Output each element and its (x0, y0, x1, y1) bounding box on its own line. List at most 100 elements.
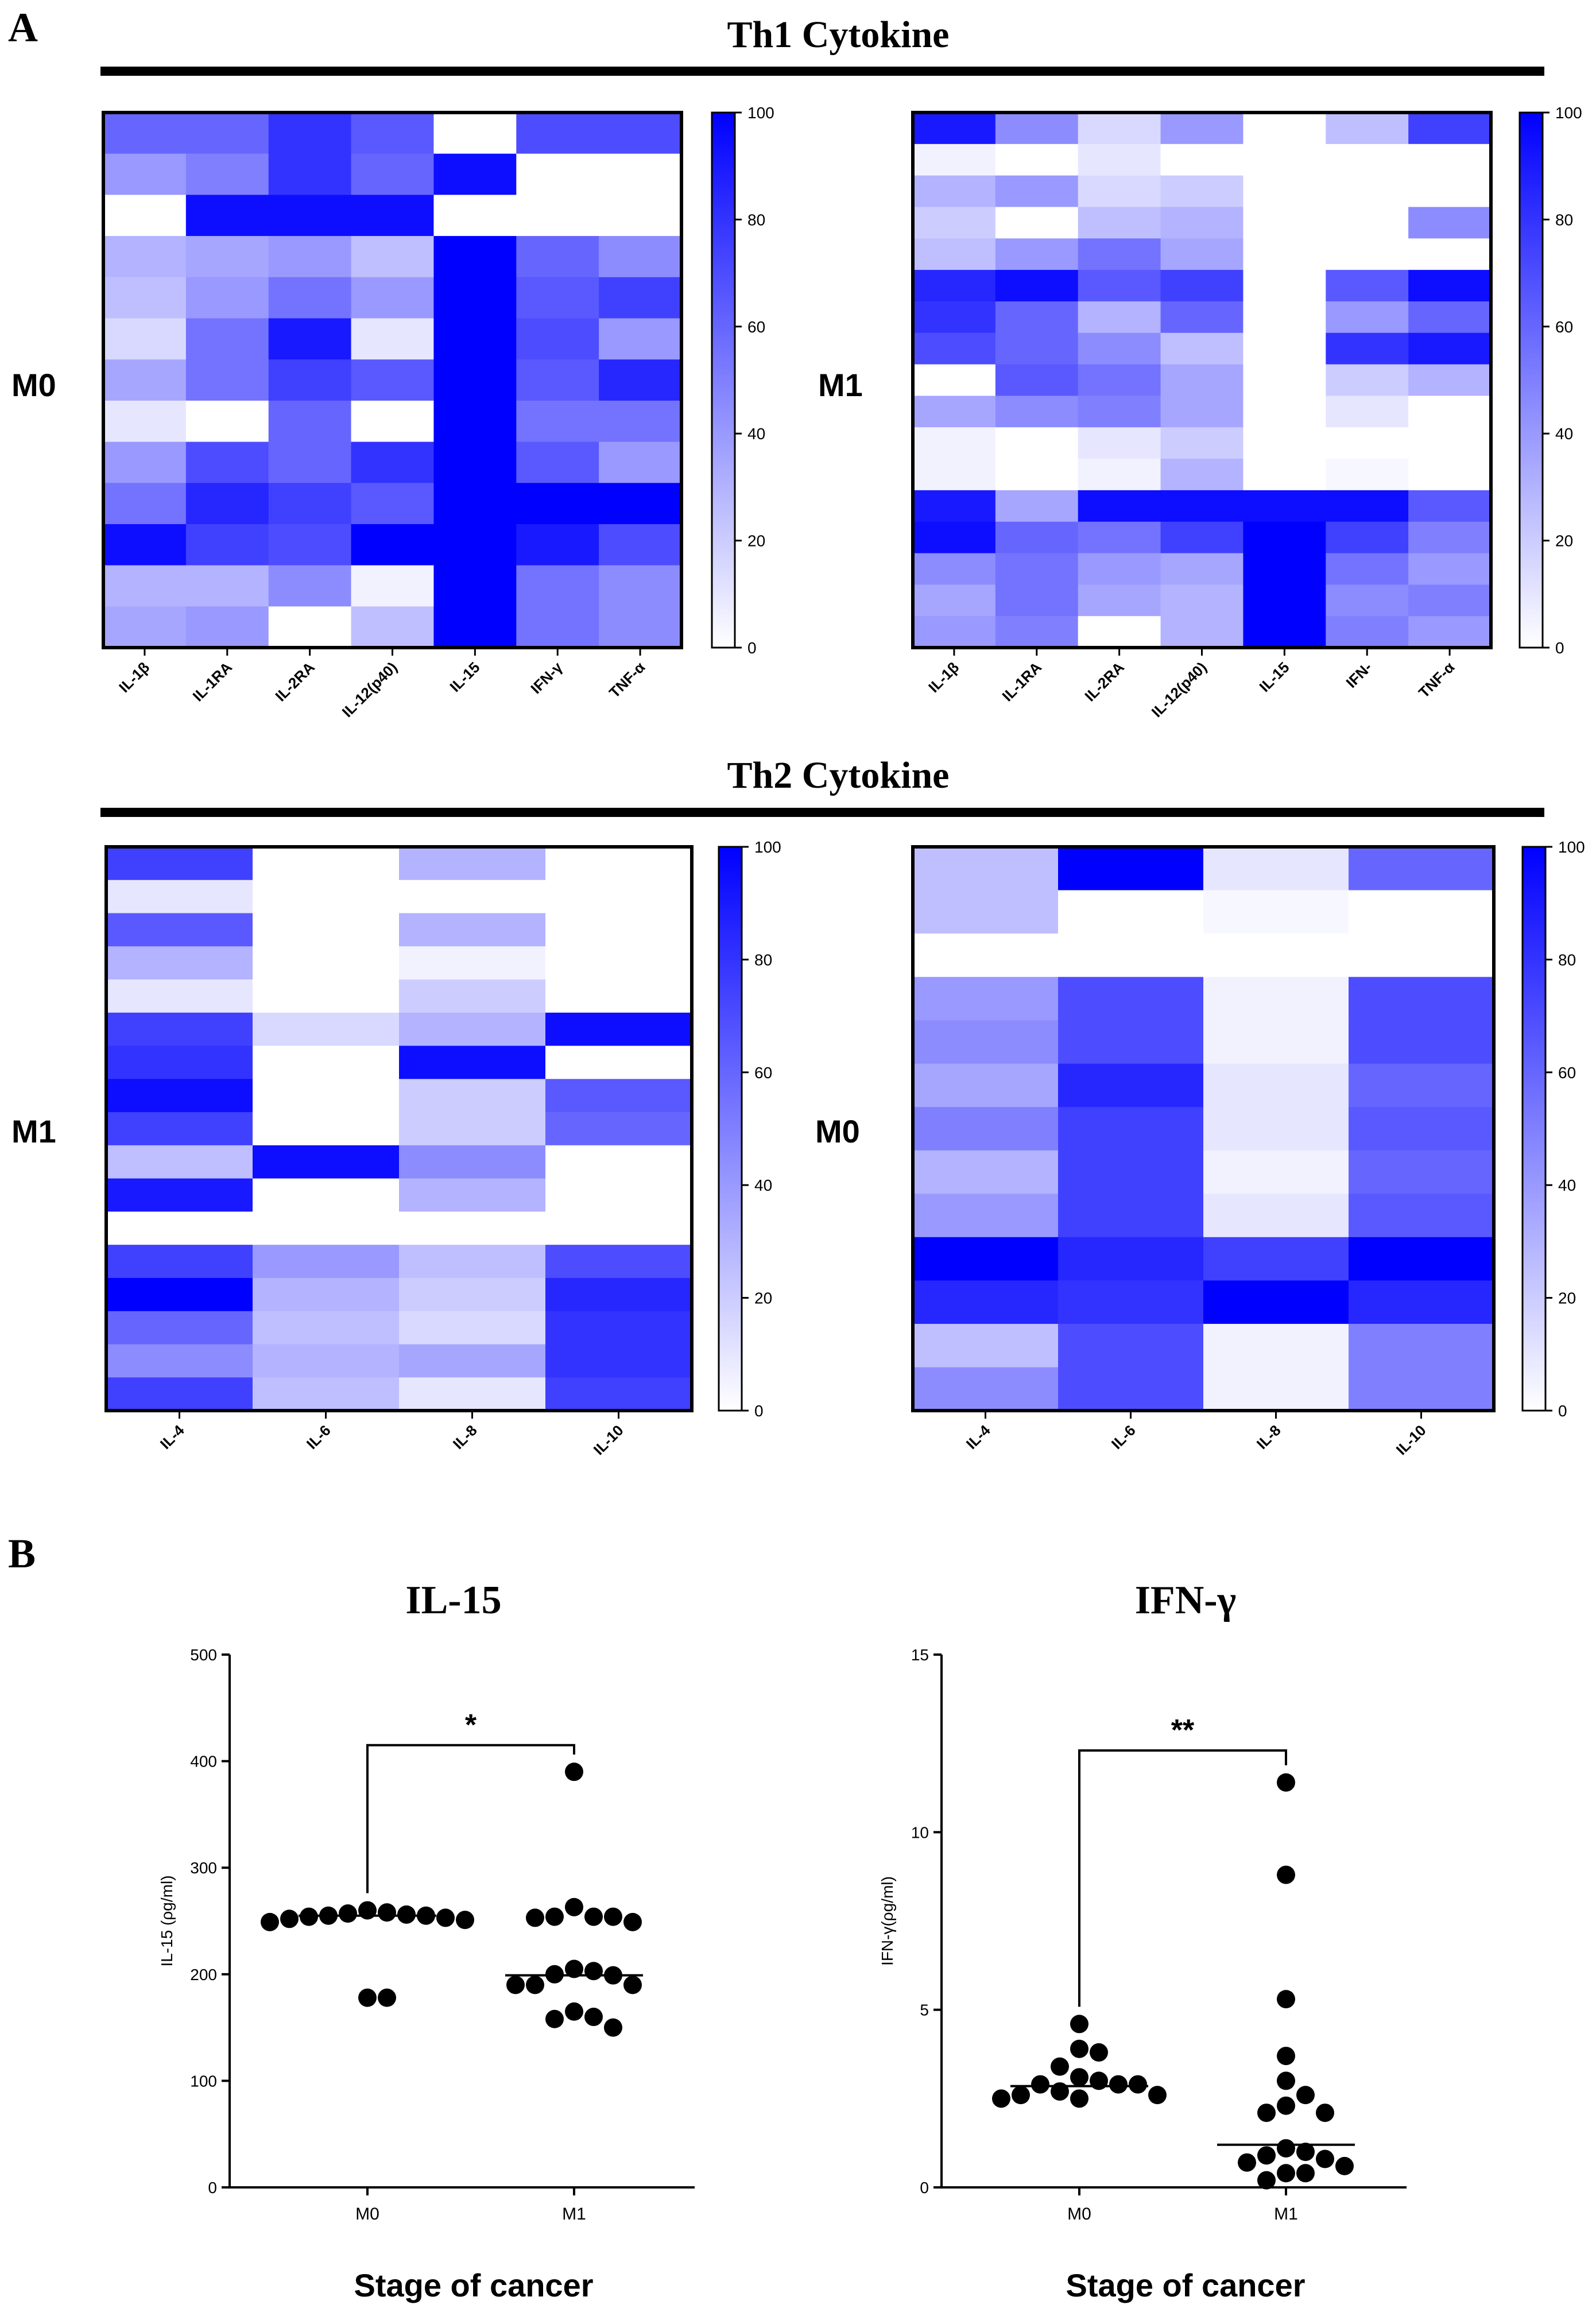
heatmap-cell (433, 441, 517, 483)
heatmap-frame (911, 845, 1496, 1412)
heatmap-cell (516, 400, 599, 443)
heatmap-cell (1160, 521, 1244, 554)
heatmap-cell (599, 441, 682, 483)
heatmap-cell (995, 144, 1079, 176)
heatmap-cell (995, 207, 1079, 239)
heatmap-cell (1078, 427, 1161, 459)
heatmap-cell (185, 359, 269, 401)
data-point (526, 1908, 544, 1927)
heatmap-cell (995, 113, 1079, 145)
heatmap-cell (599, 524, 682, 566)
data-point (378, 1988, 396, 2007)
heatmap-cell (1243, 113, 1326, 145)
heatmap-cell (545, 1145, 692, 1179)
heatmap-cell (103, 113, 187, 154)
plot-title: IL-15 (405, 1578, 501, 1622)
panel-label-b: B (8, 1531, 36, 1577)
heatmap-cell (913, 1323, 1059, 1368)
heatmap-cell (399, 1145, 546, 1179)
colorbar-tick-label: 100 (747, 104, 774, 122)
heatmap-cell (1408, 584, 1492, 617)
heatmap-cell (599, 606, 682, 648)
colorbar-tick-label: 60 (1558, 1064, 1576, 1082)
heatmap-cell (1326, 584, 1409, 617)
data-point (1070, 2015, 1088, 2034)
heatmap-cell (913, 175, 996, 208)
heatmap-cell (351, 359, 435, 401)
heatmap-cell (1160, 144, 1244, 176)
data-point (378, 1903, 396, 1922)
heatmap-cell (913, 396, 996, 428)
heatmap-cell (599, 195, 682, 237)
heatmap-cell (103, 441, 187, 483)
heatmap-column-label: IL-15 (446, 659, 483, 695)
y-tick-label: 0 (208, 2179, 217, 2197)
heatmap-cell (185, 606, 269, 648)
heatmap-cell (351, 318, 435, 360)
colorbar-tick-label: 100 (1555, 104, 1582, 122)
heatmap-cell (253, 1377, 400, 1411)
colorbar-tick-label: 80 (1558, 951, 1576, 969)
heatmap-cell (1160, 584, 1244, 617)
colorbar-tick-label: 40 (1558, 1176, 1576, 1194)
heatmap-cell (1078, 396, 1161, 428)
heatmap-cell (1243, 427, 1326, 459)
heatmap-cell (995, 427, 1079, 459)
heatmap-row-label: M1 (818, 367, 863, 403)
heatmap-cell (1326, 144, 1409, 176)
significance-label: * (465, 1709, 477, 1742)
heatmap-cell (516, 236, 599, 278)
heatmap-column-label: IL-10 (590, 1422, 627, 1458)
heatmap-cell (913, 427, 996, 459)
data-point (623, 1912, 642, 1931)
data-point (280, 1910, 299, 1928)
heatmap-cell (1243, 301, 1326, 334)
heatmap-cell (995, 364, 1079, 397)
heatmap-cell (253, 847, 400, 881)
heatmap-column-label: IL-2RA (1081, 659, 1128, 705)
heatmap-cell (599, 153, 682, 195)
heatmap-cell (545, 1012, 692, 1047)
heatmap-cell (106, 847, 253, 881)
heatmap-cell (516, 441, 599, 483)
heatmap-cell (351, 606, 435, 648)
heatmap-cell (1078, 207, 1161, 239)
data-point (545, 1907, 564, 1926)
heatmap-cell (1058, 934, 1204, 978)
colorbar-tick-label: 40 (1555, 425, 1573, 443)
heatmap-cell (599, 318, 682, 360)
data-point (1257, 2104, 1276, 2123)
heatmap-cell (913, 270, 996, 302)
data-point (604, 1907, 622, 1926)
data-point (1296, 2164, 1315, 2183)
colorbar-tick-label: 100 (1558, 838, 1585, 856)
heatmap-cell (1408, 396, 1492, 428)
heatmap-th1-m0: IL-1β IL-1RA IL-2RA IL-12(p40) IL-15 IFN-γ TNF… (11, 104, 774, 721)
heatmap-cell (913, 490, 996, 522)
data-point (623, 1976, 642, 1994)
heatmap-cell (516, 606, 599, 648)
heatmap-cell (1078, 301, 1161, 334)
heatmap-cell (1160, 238, 1244, 270)
data-point (339, 1904, 357, 1923)
heatmap-cell (1408, 490, 1492, 522)
heatmap-cell (185, 153, 269, 195)
data-point (1070, 2068, 1088, 2087)
y-tick-label: 100 (190, 2072, 217, 2090)
heatmap-column-label: TNF-α (1415, 659, 1458, 701)
y-tick-label: 300 (190, 1859, 217, 1877)
heatmap-cell (995, 396, 1079, 428)
colorbar-tick-label: 0 (1555, 639, 1564, 657)
heatmap-cell (1243, 207, 1326, 239)
heatmap-cell (268, 318, 352, 360)
heatmap-cell (433, 236, 517, 278)
heatmap-cell (399, 1112, 546, 1146)
x-axis-label: Stage of cancer (354, 2267, 593, 2303)
heatmap-cell (1058, 1323, 1204, 1368)
heatmap-cell (106, 1245, 253, 1279)
heatmap-cell (1160, 301, 1244, 334)
heatmap-cell (913, 616, 996, 648)
significance-bracket (1078, 1749, 1287, 2007)
plot-title: IFN-γ (1135, 1578, 1237, 1622)
heatmap-cell (995, 238, 1079, 270)
